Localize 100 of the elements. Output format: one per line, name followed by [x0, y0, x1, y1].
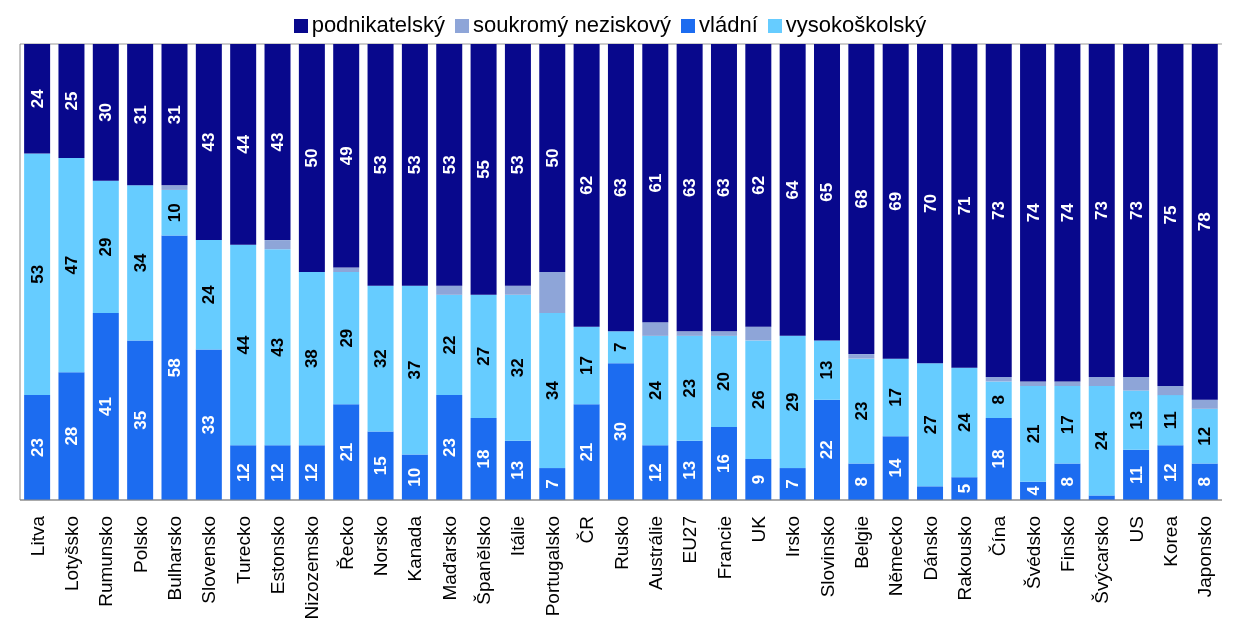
bar — [436, 44, 463, 286]
x-tick-label: Irsko — [782, 516, 804, 558]
data-label: 61 — [645, 173, 665, 193]
bar — [504, 294, 531, 441]
bar — [161, 235, 188, 500]
data-label: 12 — [1195, 426, 1215, 446]
data-label: 63 — [714, 178, 734, 198]
bar — [676, 44, 703, 332]
data-label: 23 — [851, 401, 871, 421]
data-label: 73 — [989, 200, 1009, 220]
legend-label: vládní — [699, 12, 758, 37]
data-label: 13 — [1126, 410, 1146, 430]
data-label: 47 — [61, 255, 81, 275]
bar — [882, 358, 909, 437]
bar — [779, 468, 806, 500]
legend-label: soukromý neziskový — [472, 12, 672, 37]
bar — [264, 44, 291, 241]
x-tick-label: Portugalsko — [541, 516, 563, 617]
bar — [1020, 386, 1047, 482]
x-tick-label: Turecko — [232, 516, 254, 584]
bar — [24, 44, 51, 154]
bar — [298, 272, 325, 446]
bar — [298, 44, 325, 272]
data-label: 21 — [577, 442, 597, 462]
data-label: 53 — [508, 155, 528, 175]
bar — [470, 294, 497, 418]
bar — [814, 399, 841, 500]
data-label: 8 — [989, 394, 1009, 405]
data-label: 13 — [817, 360, 837, 380]
data-label: 27 — [474, 346, 494, 366]
data-label: 50 — [302, 148, 322, 168]
bar — [1191, 408, 1218, 464]
bar — [676, 331, 703, 336]
x-tick-label: Litva — [26, 515, 48, 557]
data-label: 44 — [233, 134, 253, 154]
bar — [539, 468, 566, 500]
data-label: 35 — [130, 410, 150, 430]
data-label: 62 — [748, 175, 768, 195]
bar — [710, 44, 737, 332]
bar — [92, 44, 119, 181]
bar — [710, 331, 737, 336]
bar — [436, 294, 463, 396]
data-label: 24 — [645, 380, 665, 401]
data-label: 33 — [199, 415, 219, 435]
bar — [1020, 44, 1047, 382]
data-label: 41 — [96, 397, 116, 416]
data-label: 68 — [851, 189, 871, 209]
data-label: 53 — [371, 155, 391, 175]
x-tick-label: Německo — [885, 516, 907, 597]
data-label: 34 — [542, 380, 562, 401]
bar — [436, 395, 463, 500]
bar — [1157, 395, 1184, 446]
bar — [848, 358, 875, 464]
x-tick-label: Rumunsko — [95, 516, 117, 607]
x-tick-label: US — [1125, 516, 1147, 543]
data-label: 21 — [336, 442, 356, 462]
data-label: 50 — [542, 148, 562, 168]
data-label: 43 — [199, 132, 219, 152]
bar — [195, 240, 222, 350]
bar — [127, 44, 154, 186]
x-tick-label: Norsko — [370, 516, 392, 577]
bar — [58, 158, 85, 373]
x-tick-label: Rakousko — [953, 516, 975, 601]
data-label: 7 — [783, 479, 803, 489]
bar — [951, 44, 978, 368]
bar — [264, 240, 291, 250]
data-label: 20 — [714, 371, 734, 391]
bar — [985, 417, 1012, 500]
data-label: 5 — [954, 483, 974, 494]
data-label: 22 — [817, 440, 837, 460]
bar — [24, 395, 51, 500]
data-label: 63 — [611, 178, 631, 198]
data-label: 23 — [439, 438, 459, 458]
data-label: 25 — [61, 91, 81, 111]
bar — [642, 44, 669, 323]
bar — [1191, 399, 1218, 409]
data-label: 73 — [1126, 200, 1146, 220]
x-tick-label: Austrálie — [644, 516, 666, 590]
bar — [230, 44, 257, 245]
data-label: 13 — [680, 460, 700, 480]
bar — [539, 272, 566, 314]
x-tick-label: Bulharsko — [164, 516, 186, 601]
data-label: 18 — [989, 449, 1009, 469]
data-label: 74 — [1057, 202, 1077, 223]
x-tick-label: Francie — [713, 516, 735, 580]
data-label: 65 — [817, 182, 837, 202]
data-label: 64 — [783, 179, 803, 200]
data-label: 53 — [27, 264, 47, 284]
data-label: 4 — [1023, 485, 1043, 496]
data-label: 10 — [164, 203, 184, 223]
x-tick-label: Slovinsko — [816, 516, 838, 598]
data-label: 24 — [954, 412, 974, 432]
data-label: 43 — [268, 337, 288, 357]
x-tick-label: Maďarsko — [438, 516, 460, 601]
data-label: 11 — [1126, 465, 1146, 484]
bar — [92, 180, 119, 314]
bar — [470, 417, 497, 500]
bar — [127, 340, 154, 500]
bar — [1123, 44, 1150, 377]
bar — [814, 44, 841, 341]
